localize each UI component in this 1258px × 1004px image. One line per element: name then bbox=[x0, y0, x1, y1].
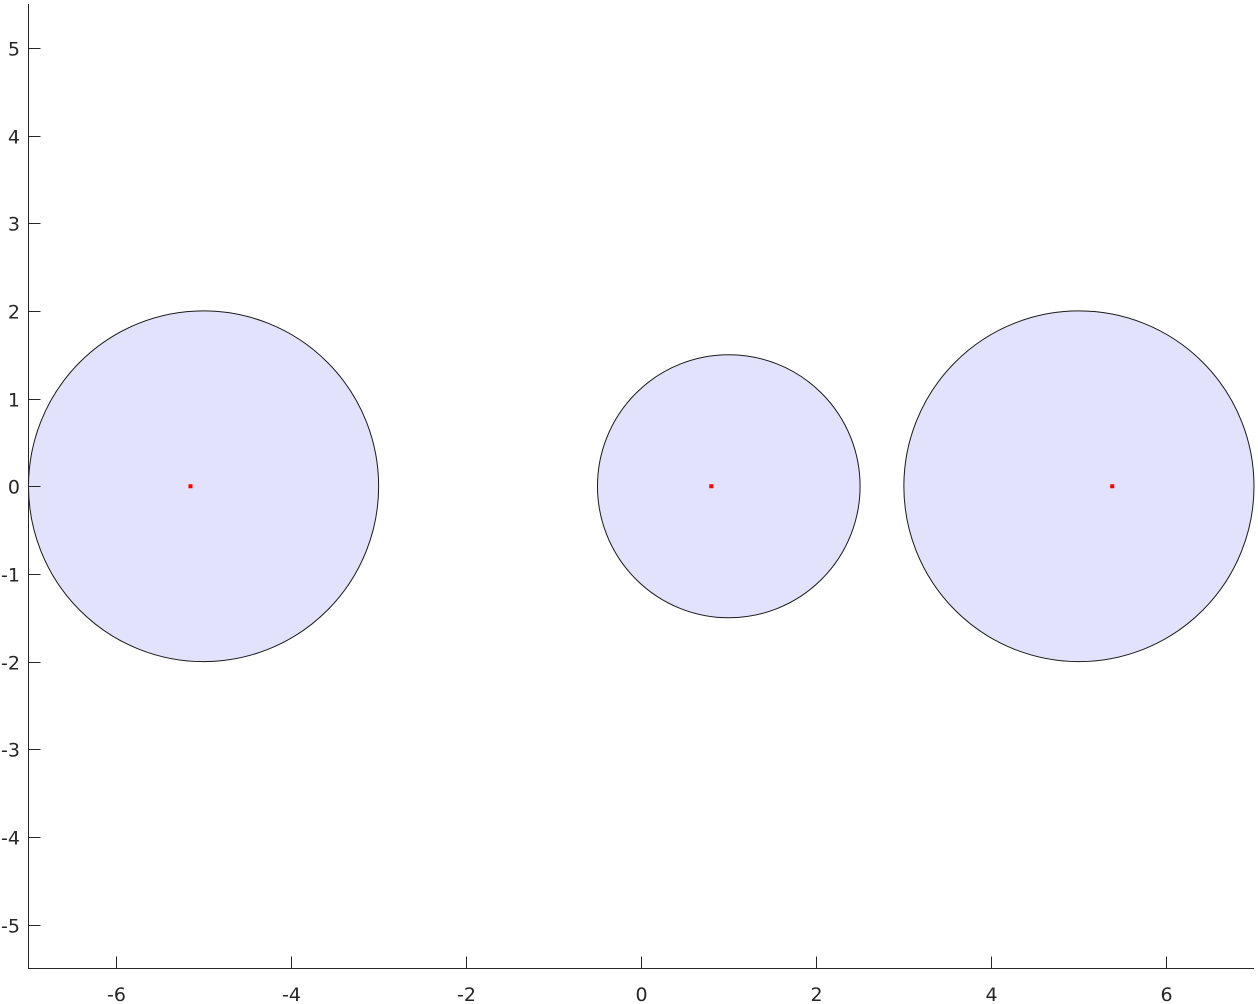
x-tick-label: 0 bbox=[635, 984, 647, 1004]
y-tick-label: -3 bbox=[1, 740, 20, 762]
y-tick-label: 3 bbox=[8, 214, 20, 236]
chart-points bbox=[188, 484, 1115, 489]
center-point-2 bbox=[709, 484, 714, 489]
y-tick-label: 1 bbox=[8, 390, 20, 412]
y-axis-ticks: -5 -4 -3 -2 -1 0 1 2 3 4 5 bbox=[1, 39, 41, 938]
x-axis-ticks: -6 -4 -2 0 2 4 6 bbox=[107, 956, 1173, 1004]
y-tick-label: 0 bbox=[8, 477, 20, 499]
circle-1 bbox=[28, 310, 380, 663]
y-tick-label: 2 bbox=[8, 302, 20, 324]
circle-3 bbox=[903, 310, 1255, 663]
y-tick-label: 4 bbox=[8, 127, 20, 149]
y-tick-label: -2 bbox=[1, 653, 20, 675]
center-point-1 bbox=[188, 484, 193, 489]
x-tick-label: -2 bbox=[457, 984, 476, 1004]
center-point-3 bbox=[1110, 484, 1115, 489]
x-tick-label: 4 bbox=[985, 984, 997, 1004]
y-tick-label: -5 bbox=[1, 916, 20, 938]
chart-shapes bbox=[28, 310, 1255, 663]
x-tick-label: -6 bbox=[107, 984, 126, 1004]
x-tick-label: 2 bbox=[810, 984, 822, 1004]
x-tick-label: 6 bbox=[1160, 984, 1172, 1004]
circle-2 bbox=[596, 354, 861, 619]
x-tick-label: -4 bbox=[282, 984, 301, 1004]
y-tick-label: 5 bbox=[8, 39, 20, 61]
y-tick-label: -1 bbox=[1, 565, 20, 587]
y-tick-label: -4 bbox=[1, 828, 20, 850]
